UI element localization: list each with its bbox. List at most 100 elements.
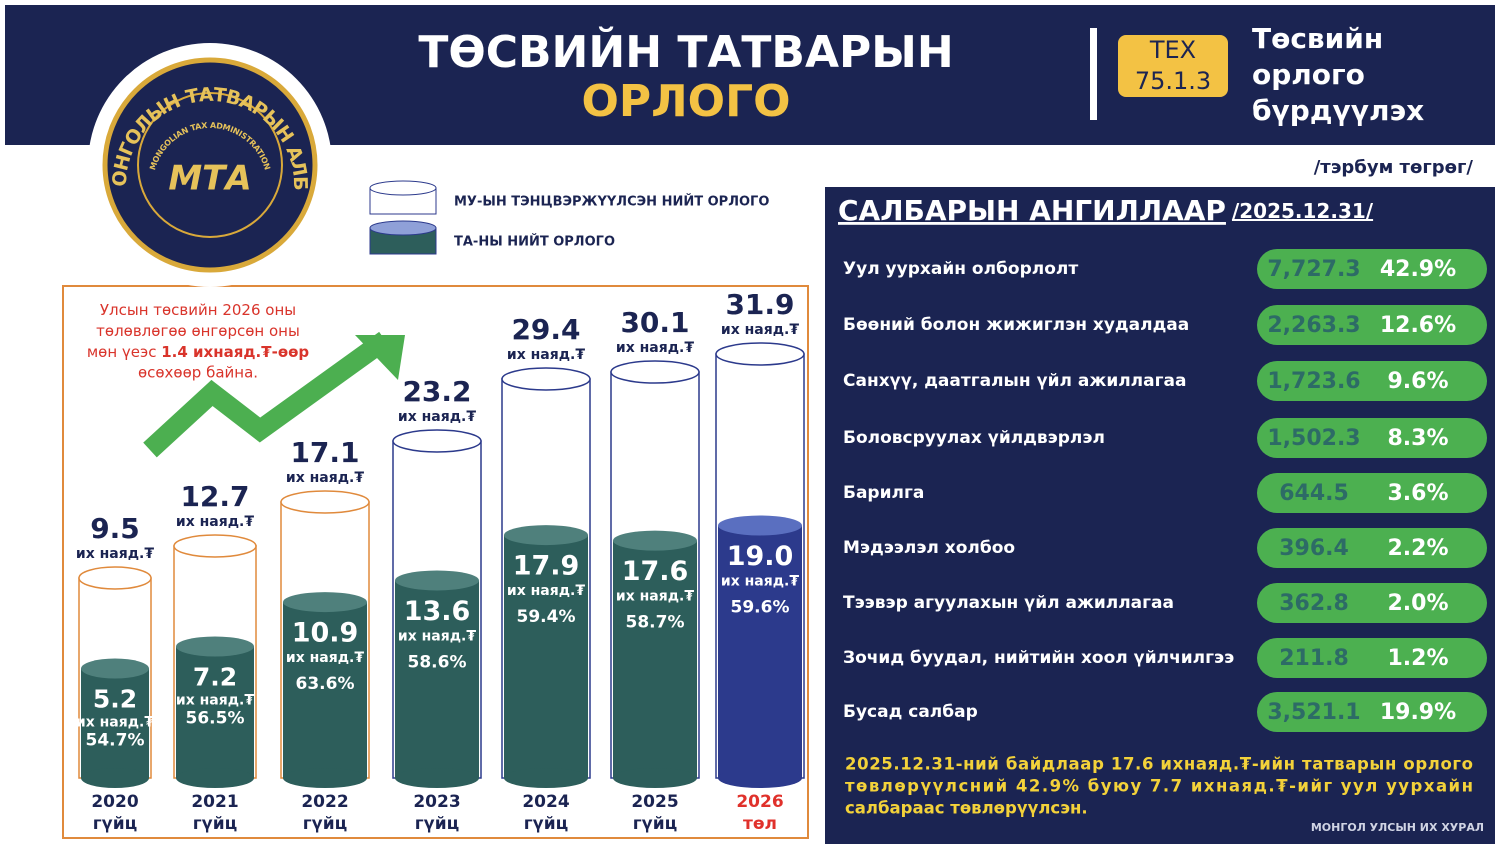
sector-pill [1257,305,1487,345]
annotation-line: мөн үеэс 1.4 ихнаяд.₮-өөр [87,343,310,361]
sector-share: 8.3% [1387,426,1448,451]
annotation-text: Улсын төсвийн 2026 оны [100,301,296,319]
unit-label: их наяд.₮ [286,650,364,666]
category-status: гүйц [633,814,677,834]
sector-value: 3,521.1 [1267,700,1360,725]
sector-share: 12.6% [1380,313,1456,338]
growth-arrow [143,331,391,458]
annotation-text: төлөвлөгөө өнгөрсөн оны [96,322,300,340]
unit-label: их наяд.₮ [176,692,254,708]
source: МОНГОЛ УЛСЫН ИХ ХУРАЛ [1311,821,1484,834]
cylinder-top [78,566,152,590]
cylinder-top [715,342,805,366]
unit-label: их наяд.₮ [721,322,799,338]
unit-label: их наяд.₮ [176,514,254,530]
sector-name: Уул уурхайн олборлолт [843,259,1078,279]
share-label: 59.4% [517,607,576,627]
sector-share: 42.9% [1380,257,1456,282]
sector-value: 1,502.3 [1267,426,1360,451]
unit-label: их наяд.₮ [616,589,694,605]
divider [1090,28,1097,120]
sector-pill [1257,418,1487,458]
sector-value: 644.5 [1279,481,1349,506]
code-line2: 75.1.3 [1135,67,1211,95]
unit-label: их наяд.₮ [721,573,799,589]
annotation-line: өсөхөөр байна. [138,364,258,382]
sector-share: 9.6% [1387,369,1448,394]
unit-label: их наяд.₮ [507,583,585,599]
cylinder-fill [176,646,254,778]
cylinder-base [504,768,588,788]
chart-frame [62,285,809,839]
unit-label: их наяд.₮ [76,546,154,562]
sector-pill [1257,638,1487,678]
actual-label: 19.0 [727,541,794,572]
share-label: 54.7% [86,731,145,751]
category-label: 2022 [301,792,348,812]
actual-label: 13.6 [404,596,471,627]
sector-title: САЛБАРЫН АНГИЛЛААР/2025.12.31/ [838,194,1374,227]
cylinder-fill [81,668,149,778]
sector-name: Бусад салбар [843,702,978,722]
title-line2: ОРЛОГО [581,76,790,127]
annotation-line: төлөвлөгөө өнгөрсөн оны [96,322,300,340]
legend-swatch-top [369,220,437,236]
sector-date: /2025.12.31/ [1232,199,1374,223]
category-status: төл [743,814,777,834]
sector-name: Тээвэр агуулахын үйл ажиллагаа [843,593,1174,613]
sector-share: 19.9% [1380,700,1456,725]
cylinder-base [718,768,802,788]
sector-value: 2,263.3 [1267,313,1360,338]
sector-value: 211.8 [1279,646,1349,671]
sector-name: Бөөний болон жижиглэн худалдаа [843,315,1189,335]
category-label: 2020 [91,792,138,812]
unit-label: их наяд.₮ [398,628,476,644]
sector-name: Зочид буудал, нийтийн хоол үйлчилгээ [843,648,1234,668]
cylinder-fill [504,535,588,778]
unit-note: /тэрбум төгрөг/ [1314,157,1474,178]
sector-value: 7,727.3 [1267,257,1360,282]
cylinder-base [613,768,697,788]
unit-label: их наяд.₮ [507,347,585,363]
total-label: 29.4 [511,313,580,346]
footnote-line: 2025.12.31-ний байдлаар 17.6 ихнаяд.₮-ий… [845,755,1473,774]
sector-name: Барилга [843,483,924,503]
share-label: 63.6% [296,674,355,694]
category-label: 2025 [631,792,678,812]
cylinder-fill [283,602,367,778]
desc-line: орлого [1252,58,1365,91]
sector-name: Боловсруулах үйлдвэрлэл [843,428,1105,448]
cylinder-fill [613,540,697,778]
sector-share: 1.2% [1387,646,1448,671]
footnote-line: төвлөрүүлсний 42.9% буюу 7.7 ихнаяд.₮-ий… [845,777,1473,796]
cylinder-base [395,768,479,788]
legend-swatch-top [369,180,437,196]
sector-value: 1,723.6 [1267,369,1360,394]
cylinder-base [283,768,367,788]
actual-label: 17.9 [513,551,580,582]
cylinder-top [392,429,482,453]
logo-mark: МТА [168,159,251,199]
cylinder-fill-top [81,658,149,679]
unit-label: их наяд.₮ [286,470,364,486]
sector-share: 3.6% [1387,481,1448,506]
actual-label: 17.6 [622,556,689,587]
sector-panel [825,187,1495,844]
cylinder-fill [395,580,479,778]
category-label: 2026 [736,792,783,812]
total-label: 23.2 [402,375,471,408]
category-label: 2021 [191,792,238,812]
cylinder-top [173,534,257,558]
total-label: 12.7 [180,480,249,513]
category-status: гүйц [303,814,347,834]
cylinder-base [81,768,149,788]
code-box [1118,35,1228,97]
category-status: гүйц [415,814,459,834]
total-label: 31.9 [725,288,794,321]
annotation-line: Улсын төсвийн 2026 оны [100,301,296,319]
legend-label: ТА-НЫ НИЙТ ОРЛОГО [454,234,615,250]
cylinder-fill-top [283,592,367,613]
unit-label: их наяд.₮ [616,340,694,356]
